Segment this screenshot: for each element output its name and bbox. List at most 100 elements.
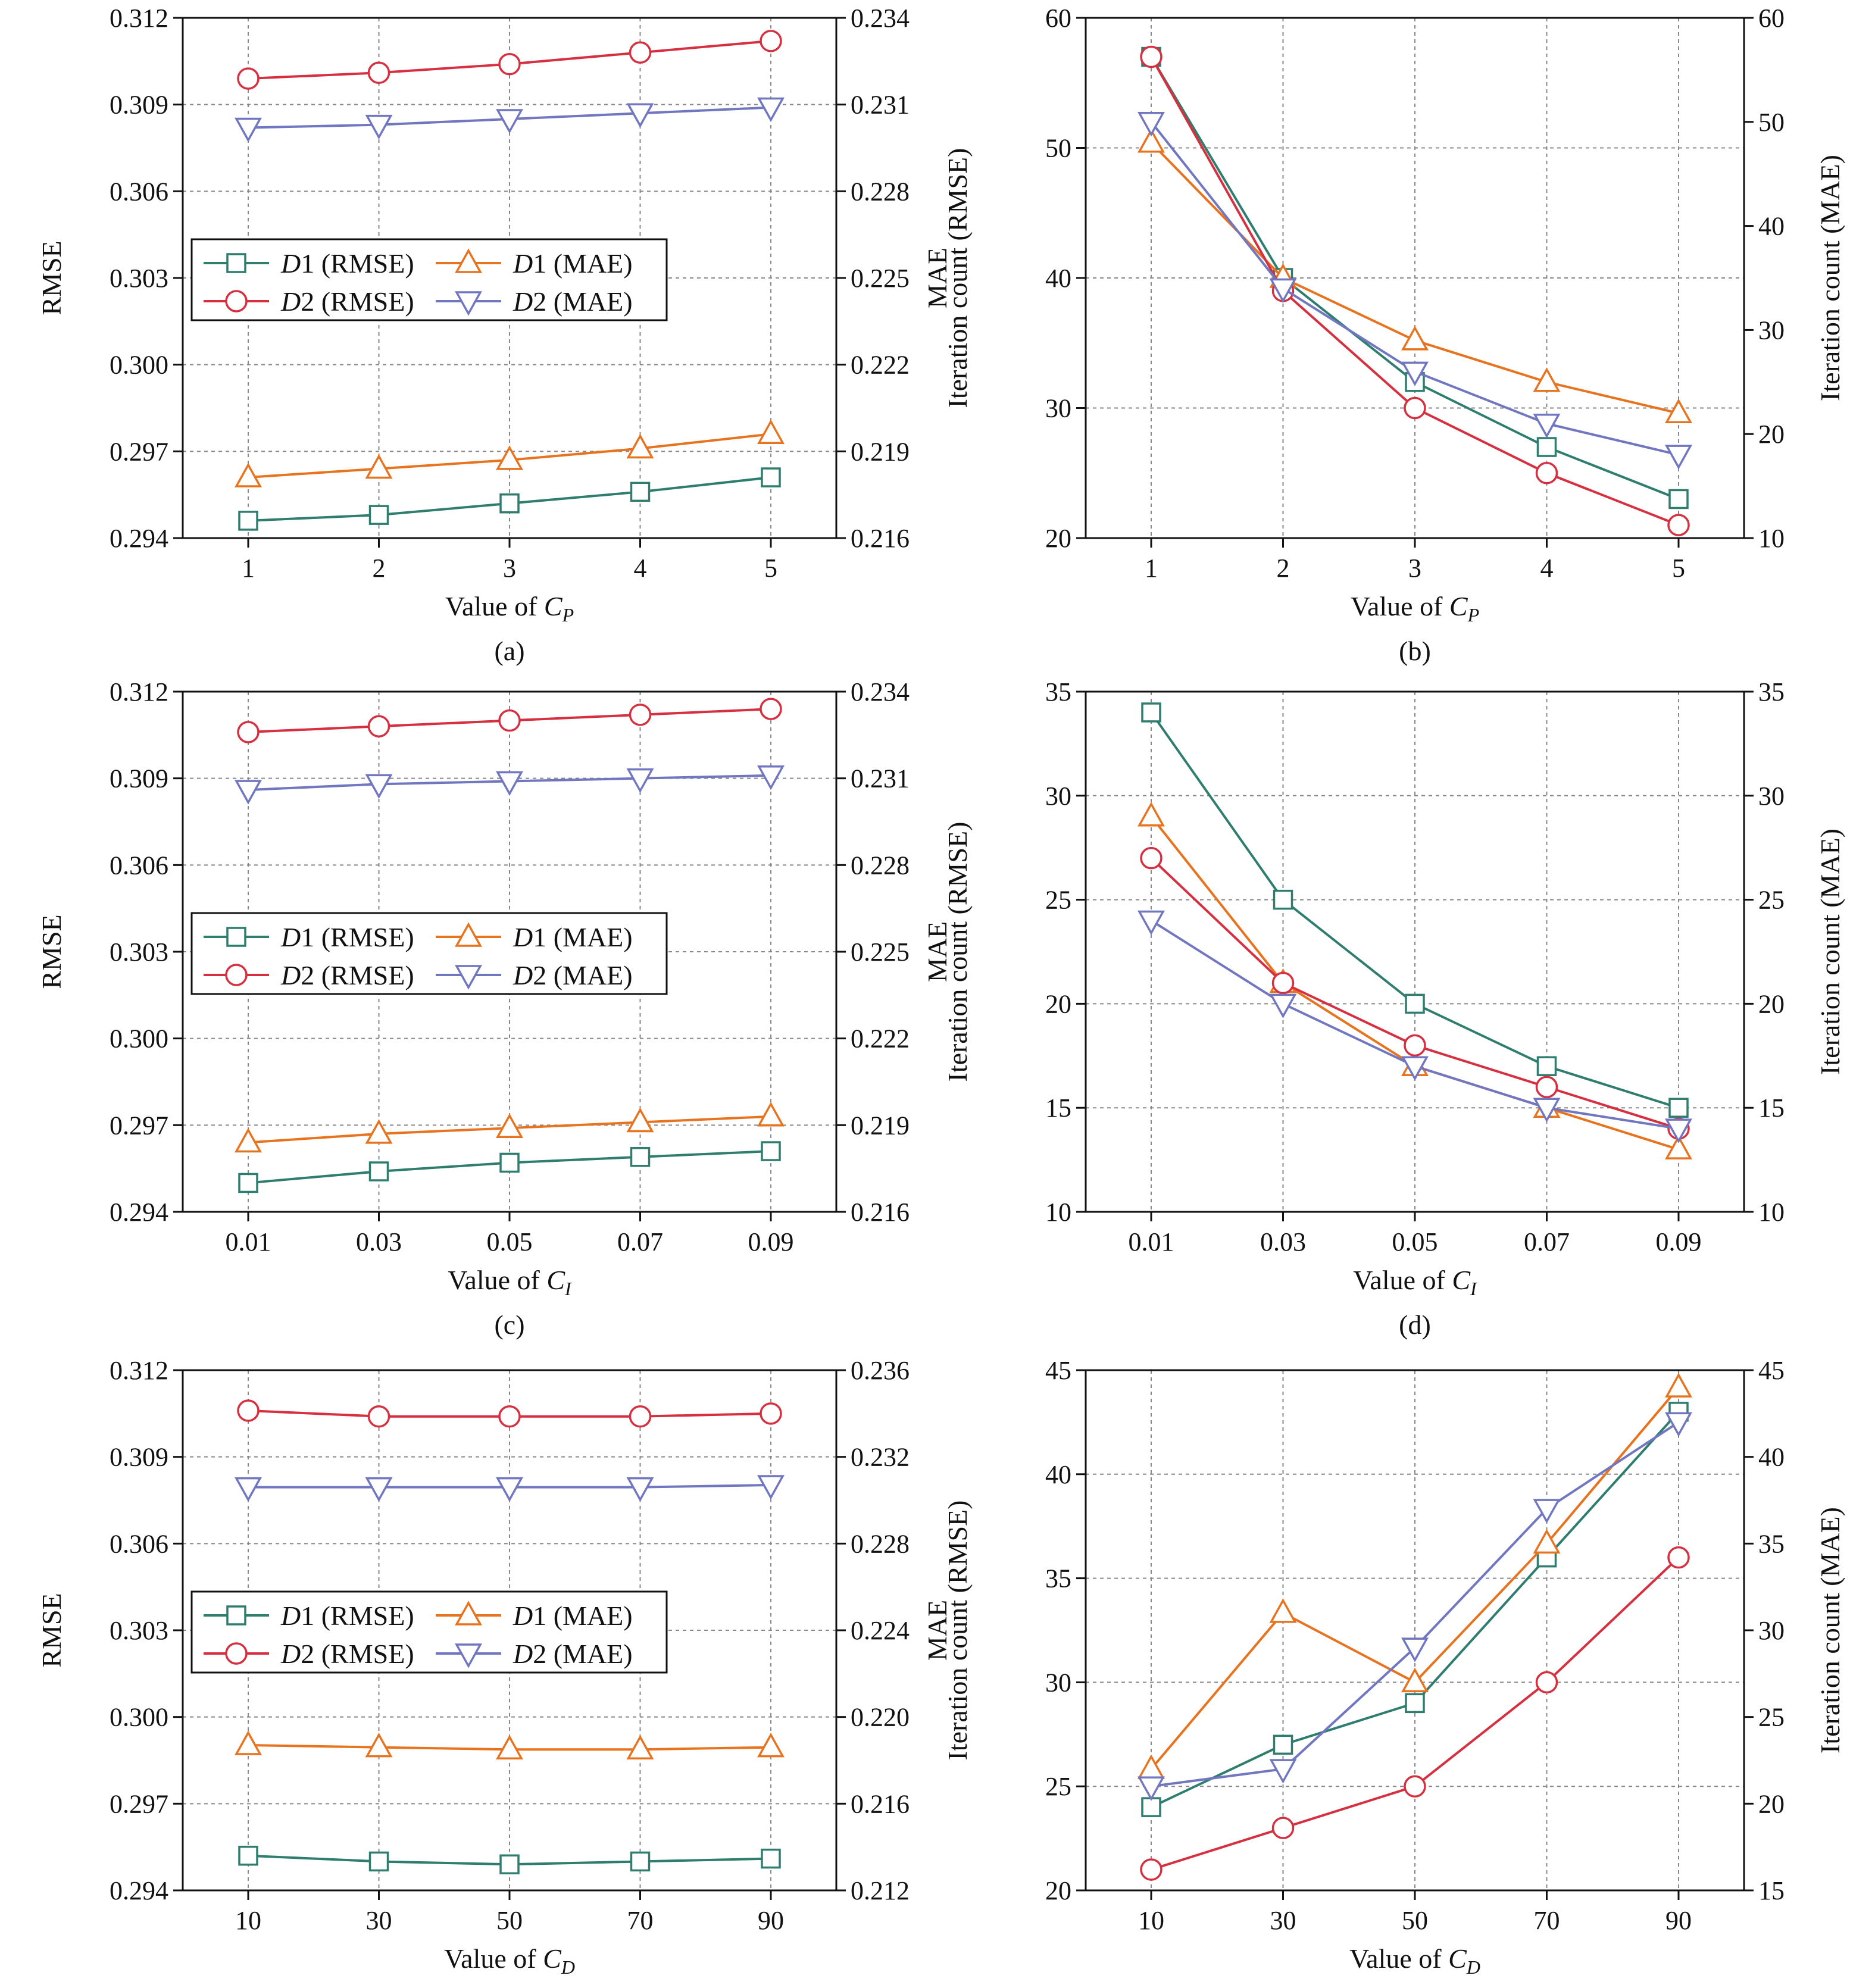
y-tick-label-left: 15 (1045, 1093, 1071, 1123)
y-tick-label-right: 0.219 (851, 1111, 910, 1140)
y-tick-label-right: 0.236 (851, 1356, 910, 1385)
legend-entry-label: D2 (MAE) (512, 960, 633, 990)
legend-entry-text: 1 (MAE) (533, 1601, 632, 1631)
legend-marker (226, 927, 246, 947)
data-point (1665, 1118, 1692, 1143)
data-point (761, 1141, 781, 1161)
y-tick-label-left: 0.306 (110, 851, 168, 880)
data-point (1536, 1056, 1557, 1077)
y-tick-label-right: 0.225 (851, 264, 910, 293)
data-point (757, 419, 785, 444)
y-tick-label-left: 0.297 (110, 437, 168, 466)
x-axis-label-text: Value of (448, 1265, 546, 1295)
data-point (365, 1477, 393, 1502)
y-tick-label-left: 0.300 (110, 351, 168, 380)
data-point (1668, 489, 1689, 509)
x-tick-label: 30 (1270, 1906, 1296, 1935)
legend-entry-label: D1 (RMSE) (280, 1601, 414, 1631)
legend-entry-label: D1 (RMSE) (280, 922, 414, 952)
data-point (367, 1405, 390, 1428)
legend-entry-text: 1 (RMSE) (301, 922, 414, 952)
y-tick-label-left: 0.312 (110, 1356, 168, 1385)
y-tick-label-left: 45 (1045, 1356, 1071, 1385)
legend-entry-symbol: D (512, 286, 533, 317)
data-point (760, 30, 782, 52)
data-point (235, 1730, 262, 1755)
x-tick-label: 0.05 (1392, 1227, 1438, 1256)
y-tick-label-right: 50 (1758, 108, 1785, 137)
data-point (235, 462, 262, 487)
data-point (1141, 702, 1161, 723)
y-tick-label-left: 0.303 (110, 937, 168, 967)
y-tick-label-right: 0.228 (851, 851, 910, 880)
data-point (630, 1146, 651, 1167)
data-point (365, 1119, 393, 1144)
y-tick-label-right: 40 (1758, 212, 1785, 241)
y-tick-label-right: 15 (1758, 1876, 1785, 1905)
data-point (630, 482, 651, 502)
y-tick-label-right: 0.228 (851, 1529, 910, 1558)
chart-panel-a: 0.294 0.297 0.300 0.303 0.306 0.309 0.312 0.216… (36, 4, 952, 666)
data-point (1273, 1734, 1293, 1755)
y-tick-label-right: 0.231 (851, 764, 910, 793)
y-tick-label-right: 0.216 (851, 524, 910, 553)
data-point (1533, 367, 1561, 392)
y-tick-label-right: 20 (1758, 989, 1785, 1018)
legend-marker (226, 253, 246, 273)
legend-entry-label: D2 (MAE) (512, 1639, 633, 1669)
panel-label: (b) (1399, 636, 1431, 666)
x-tick-label: 10 (235, 1906, 261, 1935)
data-point (761, 1848, 781, 1869)
data-point (238, 1173, 258, 1193)
legend-entry-symbol: D (512, 922, 533, 952)
x-tick-label: 0.03 (356, 1227, 402, 1256)
chart-panel-c: 0.294 0.297 0.300 0.303 0.306 0.309 0.312 0.216… (36, 677, 952, 1340)
x-axis-label-subscript: D (1466, 1956, 1480, 1978)
data-point (496, 771, 523, 796)
legend-marker (455, 1601, 482, 1626)
y-tick-label-left: 0.303 (110, 1616, 168, 1645)
y-tick-label-right: 10 (1758, 1198, 1785, 1227)
y-axis-label-left: RMSE (36, 914, 67, 989)
y-tick-label-left: 60 (1045, 4, 1071, 33)
legend-entry-label: D1 (RMSE) (280, 248, 414, 279)
y-tick-label-right: 20 (1758, 1789, 1785, 1818)
data-point (1405, 993, 1425, 1014)
y-tick-label-left: 25 (1045, 886, 1071, 915)
legend-entry-symbol: D (280, 1639, 301, 1669)
y-axis-label-right: MAE (922, 1600, 952, 1661)
data-point (1667, 514, 1690, 536)
data-point (368, 1161, 389, 1181)
data-point (1271, 971, 1295, 995)
x-tick-label: 70 (627, 1906, 654, 1935)
data-point (235, 1127, 262, 1153)
x-tick-label: 10 (1138, 1906, 1164, 1935)
legend-marker (455, 291, 482, 316)
data-point (1665, 1412, 1692, 1437)
y-tick-label-left: 0.306 (110, 1529, 168, 1558)
legend-box (190, 912, 668, 995)
chart-panel-d: 10 15 20 25 30 35 10 15 20 25 30 35 0.01 0.03 0.05 0.07… (942, 677, 1845, 1340)
data-point (237, 721, 260, 743)
legend-marker (455, 965, 482, 990)
series-line (1151, 1421, 1680, 1788)
y-tick-label-left: 0.303 (110, 264, 168, 293)
x-axis-label: Value of CP (1351, 591, 1479, 626)
y-tick-label-left: 50 (1045, 134, 1071, 163)
data-point (365, 114, 393, 140)
data-point (757, 97, 785, 123)
x-axis-label-symbol: C (1452, 1265, 1471, 1295)
y-tick-label-left: 35 (1045, 1564, 1071, 1593)
data-point (630, 1851, 651, 1872)
data-point (1140, 846, 1162, 870)
legend-marker (226, 1605, 246, 1626)
y-tick-label-right: 0.219 (851, 437, 910, 466)
data-point (1668, 1098, 1689, 1118)
data-point (1401, 1056, 1429, 1081)
data-point (1401, 1667, 1429, 1693)
y-axis-label-right: Iteration count (MAE) (1815, 1507, 1845, 1753)
y-axis-label-right: Iteration count (MAE) (1815, 155, 1845, 401)
data-point (235, 117, 262, 143)
y-axis-label-left: RMSE (36, 240, 67, 315)
data-point (1140, 1858, 1162, 1881)
